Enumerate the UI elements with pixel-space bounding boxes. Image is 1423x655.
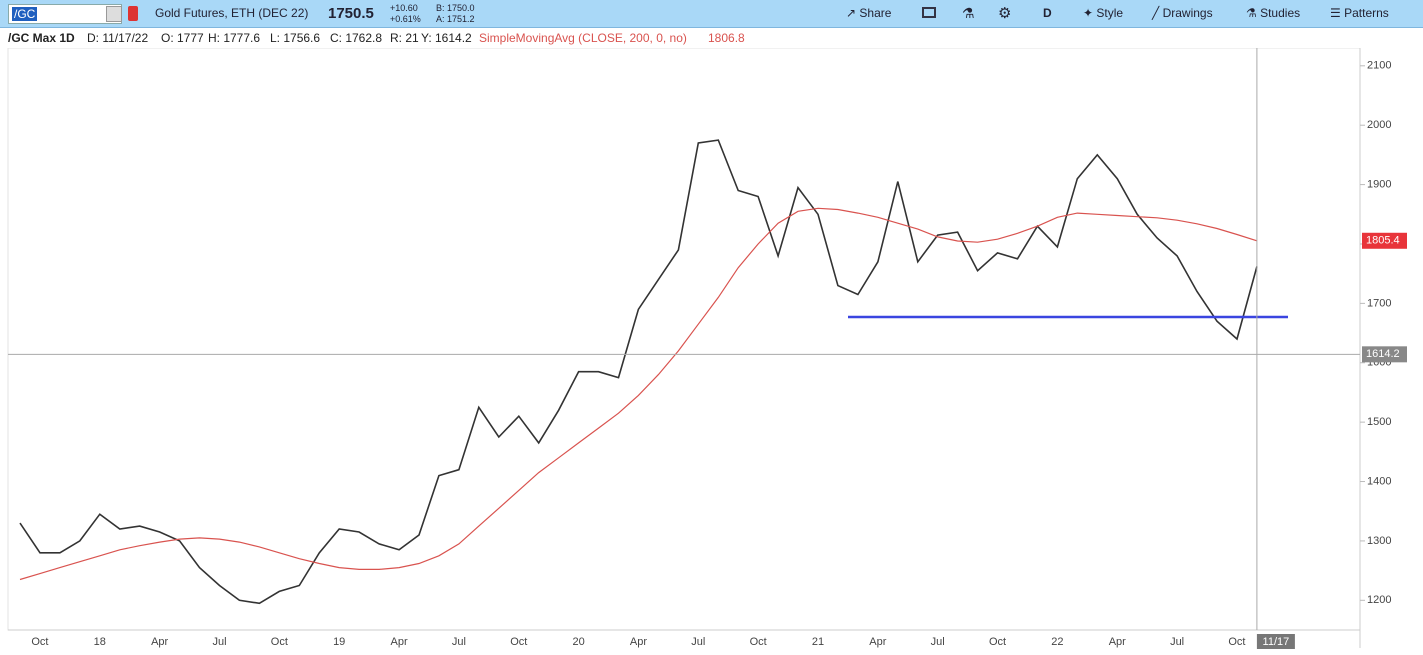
- change-pct: +0.61%: [390, 14, 421, 24]
- x-tick-label: Apr: [151, 636, 168, 648]
- y-tick-label: 2100: [1367, 60, 1391, 72]
- low: L: 1756.6: [270, 31, 321, 45]
- crosshair-x-label: 11/17: [1263, 636, 1290, 648]
- y-value: Y: 1614.2: [421, 31, 472, 45]
- crosshair-x-tag: [1256, 634, 1295, 649]
- period-button[interactable]: D: [1043, 6, 1052, 20]
- y-tick-label: 1900: [1367, 178, 1391, 190]
- studies-button[interactable]: ⚗ Studies: [1246, 6, 1301, 20]
- x-tick-label: Oct: [31, 636, 48, 648]
- close: C: 1762.8: [330, 31, 383, 45]
- high: H: 1777.6: [208, 31, 261, 45]
- x-tick-label: Oct: [989, 636, 1006, 648]
- y-tick-label: 2000: [1367, 119, 1391, 131]
- y-tick-label: 1400: [1367, 475, 1391, 487]
- plot-area: [7, 48, 1361, 631]
- series-line: [19, 139, 1258, 605]
- x-tick-label: Apr: [869, 636, 886, 648]
- screenshot-button[interactable]: [922, 7, 936, 18]
- x-tick-label: Jul: [691, 636, 705, 648]
- range: R: 21: [390, 31, 419, 45]
- patterns-button[interactable]: ☰ Patterns: [1330, 6, 1389, 20]
- style-button[interactable]: ✦ Style: [1083, 6, 1124, 20]
- sma-tag-label: 1805.4: [1366, 235, 1400, 247]
- x-tick-label: 21: [812, 636, 824, 648]
- dropdown[interactable]: [106, 6, 122, 22]
- lab-button[interactable]: ⚗: [962, 5, 975, 21]
- study: SimpleMovingAvg (CLOSE, 200, 0, no): [479, 31, 687, 45]
- symbol: /GC: [12, 7, 38, 21]
- x-tick-label: Apr: [390, 636, 407, 648]
- x-tick-label: Oct: [271, 636, 288, 648]
- x-tick-label: Oct: [750, 636, 767, 648]
- x-tick-label: 20: [572, 636, 584, 648]
- y-tick-label: 1500: [1367, 416, 1391, 428]
- settings-button[interactable]: ⚙: [998, 5, 1012, 22]
- x-tick-label: 22: [1051, 636, 1063, 648]
- info-bar: /GC Max 1D D: 11/17/22 O: 1777 H: 1777.6…: [0, 28, 1423, 48]
- x-tick-label: Jul: [931, 636, 945, 648]
- x-tick-label: Jul: [1170, 636, 1184, 648]
- series-line: [19, 207, 1258, 581]
- drawings-button[interactable]: ╱ Drawings: [1152, 6, 1213, 20]
- x-tick-label: Jul: [452, 636, 466, 648]
- label: Patterns: [1344, 6, 1389, 20]
- label: Style: [1096, 6, 1124, 20]
- date: D: 11/17/22: [87, 31, 149, 45]
- x-tick-label: 19: [333, 636, 345, 648]
- y-tick-label: 1700: [1367, 297, 1391, 309]
- chart: 1200130014001500160017001800190020002100…: [7, 48, 1407, 649]
- crosshair-tag-label: 1614.2: [1366, 348, 1400, 360]
- label: Share: [859, 6, 892, 20]
- symbol-input[interactable]: /GC: [8, 4, 122, 24]
- toolbar: /GC Gold Futures, ETH (DEC 22) 1750.5 +1…: [0, 0, 1423, 28]
- ask: A: 1751.2: [436, 14, 475, 24]
- sma-tag: [1362, 232, 1407, 249]
- x-tick-label: Jul: [212, 636, 226, 648]
- x-tick-label: Apr: [1109, 636, 1126, 648]
- bid: B: 1750.0: [436, 3, 475, 13]
- open: O: 1777: [161, 31, 204, 45]
- label: Drawings: [1162, 6, 1213, 20]
- description: Gold Futures, ETH (DEC 22): [155, 6, 309, 20]
- y-tick-label: 1300: [1367, 535, 1391, 547]
- x-tick-label: 18: [94, 636, 106, 648]
- chart-name: /GC Max 1D: [8, 31, 75, 45]
- y-tick-label: 1200: [1367, 594, 1391, 606]
- x-tick-label: Oct: [510, 636, 527, 648]
- price: 1750.5: [328, 5, 374, 22]
- x-tick-label: Oct: [1228, 636, 1245, 648]
- alert-icon[interactable]: [128, 6, 138, 21]
- x-tick-label: Apr: [630, 636, 647, 648]
- label: Studies: [1260, 6, 1301, 20]
- study-value: 1806.8: [708, 31, 745, 45]
- crosshair-tag: [1362, 346, 1407, 363]
- share-button[interactable]: ↗ Share: [846, 6, 892, 20]
- change: +10.60: [390, 3, 418, 13]
